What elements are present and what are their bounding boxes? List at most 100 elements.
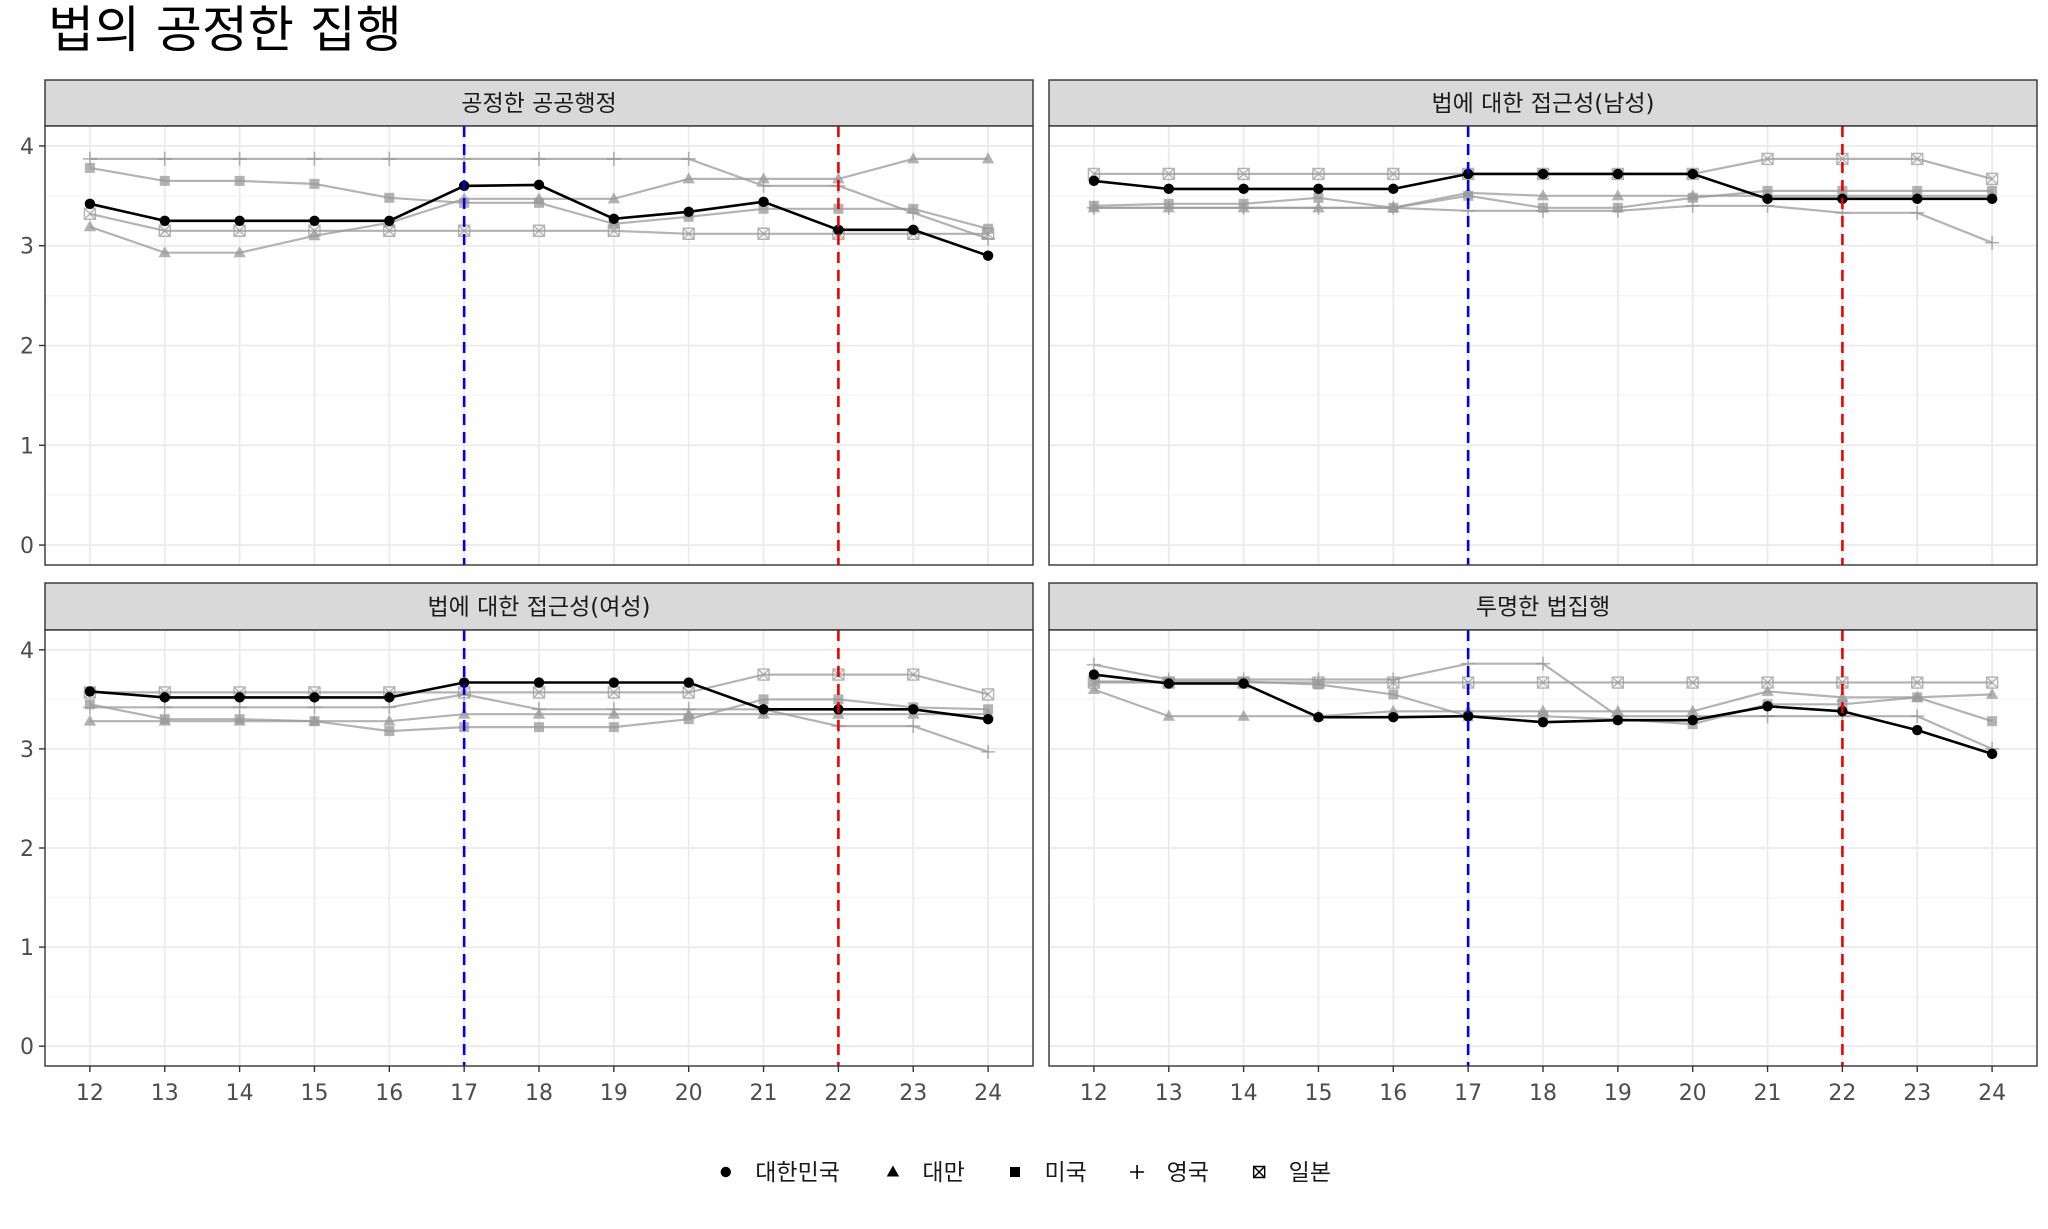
data-point (1685, 198, 1700, 213)
data-point (906, 719, 921, 734)
data-point (1911, 152, 1924, 166)
data-point (1610, 203, 1625, 218)
y-tick-label: 0 (20, 1035, 34, 1060)
data-point (1687, 714, 1698, 726)
y-tick-label: 0 (20, 534, 34, 559)
data-point (1313, 183, 1324, 195)
data-point (681, 151, 696, 166)
data-point (1387, 167, 1400, 181)
data-point (82, 151, 97, 166)
data-point (1388, 183, 1399, 195)
data-point (1312, 167, 1325, 181)
legend-key-circle (720, 1166, 731, 1178)
data-point (83, 220, 97, 232)
data-point (1163, 183, 1174, 195)
data-point (1536, 676, 1550, 689)
data-point (532, 151, 546, 166)
data-point (1686, 676, 1699, 689)
x-tick-label: 23 (1903, 1081, 1931, 1106)
data-point (683, 206, 694, 218)
data-point (232, 151, 247, 166)
data-point (683, 714, 694, 725)
data-point (682, 172, 695, 184)
data-point (1612, 168, 1624, 180)
x-tick-label: 20 (675, 1081, 703, 1106)
y-tick-label: 2 (20, 837, 34, 862)
data-point (532, 224, 546, 237)
data-point (908, 224, 919, 235)
data-point (1836, 690, 1849, 702)
data-point (1912, 185, 1923, 196)
gridlines (1049, 630, 2037, 1066)
data-point (1985, 676, 1999, 689)
legend-key-square (1010, 1167, 1020, 1177)
data-point (308, 229, 321, 241)
data-point (982, 250, 994, 261)
x-tick-label: 22 (824, 1081, 852, 1106)
x-tick-label: 14 (226, 1081, 254, 1106)
data-point (682, 227, 695, 240)
data-point (833, 694, 844, 705)
data-point (758, 694, 769, 705)
data-point (233, 246, 246, 258)
x-tick-label: 18 (1529, 1081, 1557, 1106)
series-kr (84, 179, 994, 261)
data-point (607, 192, 621, 204)
legend-key-triangle (886, 1165, 900, 1177)
data-point (309, 215, 320, 226)
data-point (382, 700, 397, 715)
x-tick-label: 23 (899, 1081, 927, 1106)
x-tick-label: 22 (1828, 1081, 1856, 1106)
data-point (457, 707, 471, 719)
data-point (1312, 676, 1325, 689)
data-point (1760, 709, 1775, 724)
data-point (1912, 692, 1923, 703)
legend-label: 대한민국 (755, 1160, 840, 1186)
facet-strip (44, 582, 1034, 631)
series-uk (1086, 198, 2000, 250)
data-point (757, 227, 770, 240)
data-point (1236, 200, 1251, 215)
data-point (1088, 175, 1100, 187)
data-point (1388, 689, 1399, 700)
x-tick-label: 14 (1230, 1081, 1258, 1106)
facet-panel: 투명한 법집행 12 13 14 15 16 17 18 19 20 21 22 23 24 (1048, 582, 2038, 1106)
data-point (1238, 678, 1249, 689)
data-point (1237, 167, 1250, 181)
facet-title: 투명한 법집행 (1476, 595, 1610, 621)
data-point (1987, 185, 1998, 196)
x-tick-label: 13 (151, 1081, 179, 1106)
data-point (1461, 676, 1475, 689)
data-point (907, 668, 920, 681)
data-point (982, 713, 994, 725)
data-point (534, 722, 544, 733)
data-point (981, 227, 995, 240)
data-point (1987, 716, 1998, 727)
y-tick-label: 3 (20, 235, 34, 260)
data-point (681, 702, 696, 717)
data-point (533, 677, 545, 688)
y-tick-label: 3 (20, 738, 34, 763)
data-point (832, 172, 845, 184)
legend-key-plus (1130, 1165, 1145, 1179)
data-point (608, 722, 619, 733)
data-point (159, 692, 170, 703)
data-point (758, 704, 769, 715)
data-point (1910, 709, 1925, 724)
data-point (758, 203, 769, 214)
data-point (1612, 714, 1624, 726)
x-tick-label: 12 (1080, 1081, 1108, 1106)
legend-label: 대만 (922, 1160, 964, 1186)
data-point (1313, 192, 1324, 203)
x-tick-label: 24 (1978, 1081, 2006, 1106)
data-point (1462, 711, 1474, 722)
legend-item-kr: 대한민국 (720, 1160, 840, 1186)
data-point (384, 215, 395, 226)
facet-title: 공정한 공공행정 (461, 91, 616, 117)
x-tick-label: 17 (450, 1081, 478, 1106)
x-tick-label: 12 (76, 1081, 104, 1106)
data-point (533, 179, 545, 191)
